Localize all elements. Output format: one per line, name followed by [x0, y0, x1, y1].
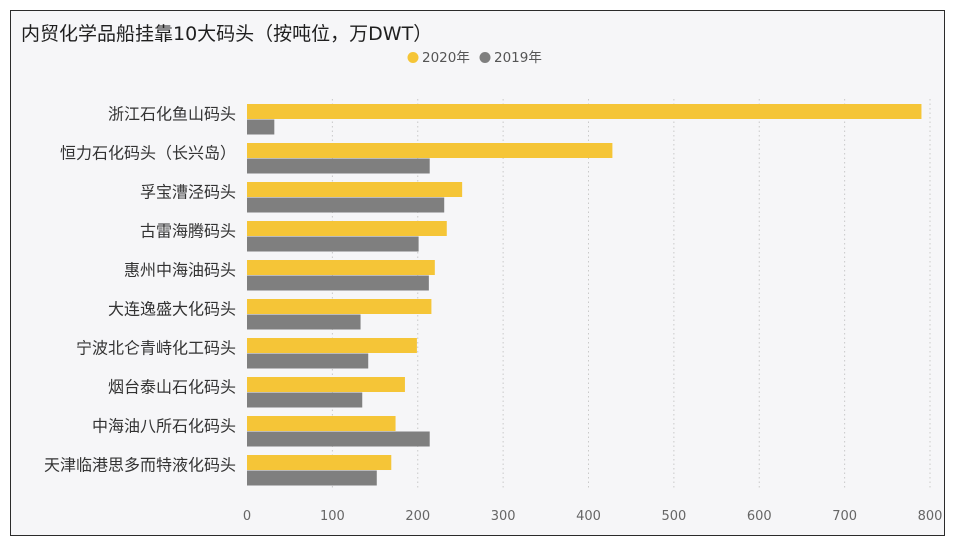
x-tick-label: 0 — [243, 509, 251, 524]
bar-series-2 — [247, 197, 445, 213]
bar-series-2 — [247, 431, 430, 447]
bar-chart: 0 100 200 300 400 500 600 700 800 浙江石化鱼山码头恒力石化码头（… — [44, 50, 943, 524]
x-tick-label: 200 — [405, 509, 430, 524]
bar-series-2 — [247, 392, 363, 408]
bar-series-2 — [247, 470, 377, 486]
bar-series-2 — [247, 314, 361, 330]
x-tick-label: 700 — [832, 509, 857, 524]
x-tick-label: 300 — [491, 509, 516, 524]
x-tick-label: 100 — [320, 509, 345, 524]
bar-series-1 — [247, 260, 435, 275]
bar-series-1 — [247, 455, 392, 470]
x-tick-label: 600 — [747, 509, 772, 524]
chart-title: 内贸化学品船挂靠10大码头（按吨位，万DWT） — [21, 23, 433, 45]
x-tick-label: 500 — [661, 509, 686, 524]
category-label: 恒力石化码头（长兴岛） — [60, 144, 236, 163]
bar-series-1 — [247, 104, 922, 119]
bar-series-1 — [247, 182, 463, 197]
bar-series-2 — [247, 119, 275, 135]
category-label: 大连逸盛大化码头 — [108, 300, 236, 319]
bar-series-1 — [247, 338, 417, 353]
category-label: 孚宝漕泾码头 — [140, 183, 236, 202]
category-label: 宁波北仑青峙化工码头 — [76, 339, 236, 358]
category-label: 天津临港思多而特液化码头 — [44, 456, 236, 475]
legend-label: 2020年 — [422, 50, 470, 66]
bar-series-1 — [247, 299, 432, 314]
bar-series-1 — [247, 143, 613, 158]
category-label: 浙江石化鱼山码头 — [108, 105, 236, 124]
category-label: 烟台泰山石化码头 — [108, 378, 236, 397]
bar-series-2 — [247, 158, 430, 174]
chart-frame: 内贸化学品船挂靠10大码头（按吨位，万DWT） 0 100 200 300 400 500… — [10, 10, 945, 536]
legend-marker — [479, 52, 491, 63]
bar-series-1 — [247, 221, 447, 236]
category-label: 惠州中海油码头 — [124, 261, 236, 280]
category-label: 古雷海腾码头 — [140, 222, 236, 241]
category-label: 中海油八所石化码头 — [92, 417, 236, 436]
bar-series-2 — [247, 275, 429, 291]
bar-series-1 — [247, 377, 405, 392]
legend-label: 2019年 — [494, 50, 542, 66]
bar-series-2 — [247, 353, 369, 369]
bar-series-2 — [247, 236, 419, 252]
legend-marker — [407, 52, 419, 63]
bar-series-1 — [247, 416, 396, 431]
x-tick-label: 800 — [918, 509, 943, 524]
x-tick-label: 400 — [576, 509, 601, 524]
